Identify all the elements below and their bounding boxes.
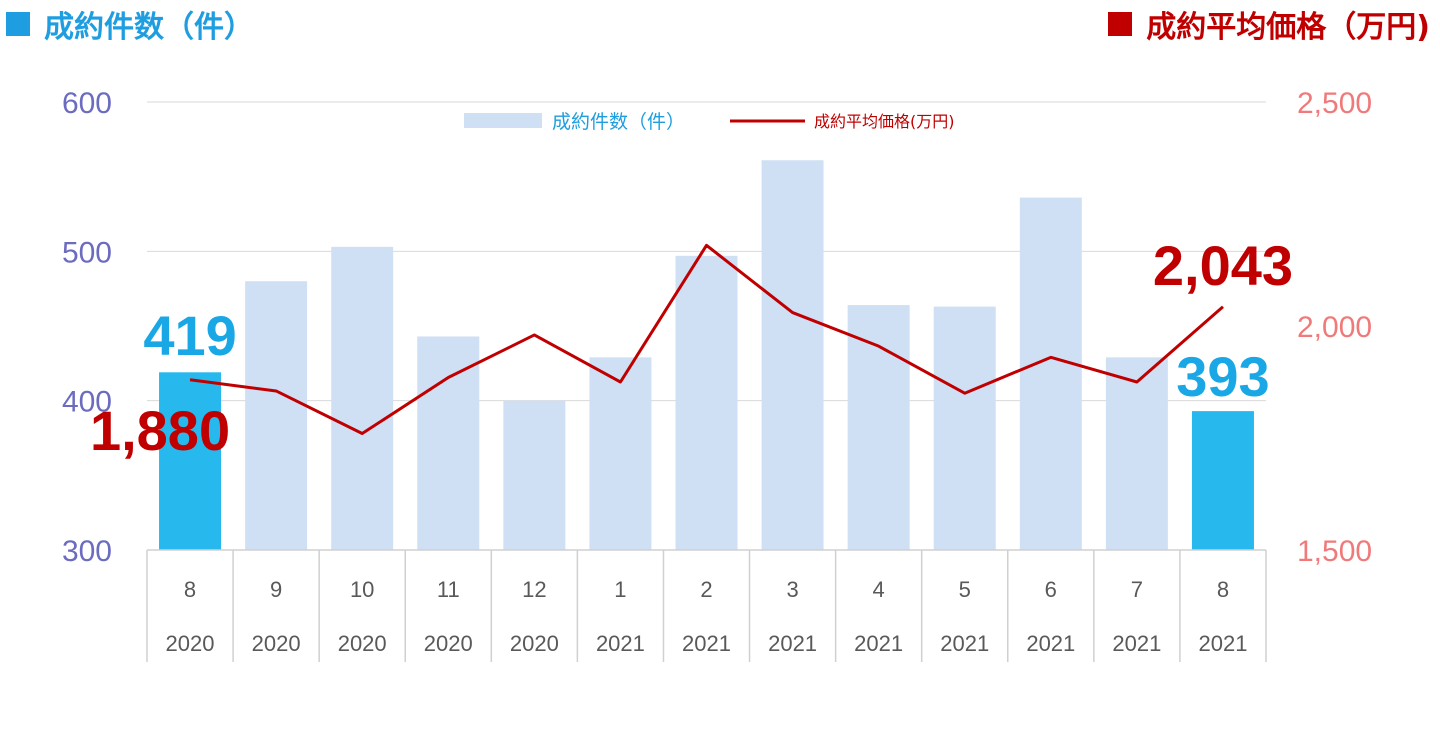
bar bbox=[417, 336, 480, 550]
x-tick-month: 12 bbox=[522, 577, 546, 602]
bar-callout-label: 393 bbox=[1176, 345, 1269, 408]
x-tick-year: 2020 bbox=[424, 631, 473, 656]
x-tick-year: 2021 bbox=[768, 631, 817, 656]
bar-series bbox=[159, 160, 1254, 551]
x-tick-year: 2021 bbox=[940, 631, 989, 656]
x-tick-month: 1 bbox=[614, 577, 626, 602]
bar bbox=[589, 357, 652, 550]
bar bbox=[1019, 197, 1082, 550]
bar bbox=[159, 372, 222, 550]
legend: 成約件数（件） 成約平均価格(万円) bbox=[464, 111, 955, 133]
x-tick-year: 2021 bbox=[1112, 631, 1161, 656]
right-series-square-icon bbox=[1108, 12, 1133, 36]
x-tick-month: 2 bbox=[700, 577, 712, 602]
right-axis-tick-label: 2,500 bbox=[1297, 87, 1372, 120]
x-tick-year: 2020 bbox=[252, 631, 301, 656]
x-tick-year: 2021 bbox=[1198, 631, 1247, 656]
line-series bbox=[189, 243, 1224, 436]
bar bbox=[761, 160, 824, 551]
line-callout-label: 1,880 bbox=[90, 399, 230, 462]
bar bbox=[1105, 357, 1168, 550]
bar bbox=[675, 255, 738, 550]
x-tick-year: 2021 bbox=[1026, 631, 1075, 656]
legend-line-label: 成約平均価格(万円) bbox=[814, 112, 955, 131]
x-tick-year: 2020 bbox=[510, 631, 559, 656]
x-tick-month: 7 bbox=[1131, 577, 1143, 602]
right-axis-tick-label: 1,500 bbox=[1297, 535, 1372, 568]
left-series-square-icon bbox=[6, 12, 30, 36]
bar bbox=[847, 305, 910, 550]
left-axis-header-label: 成約件数（件） bbox=[44, 10, 254, 45]
x-tick-year: 2021 bbox=[682, 631, 731, 656]
left-axis-tick-label: 600 bbox=[62, 87, 112, 120]
legend-bar-swatch bbox=[464, 113, 542, 128]
x-tick-month: 10 bbox=[350, 577, 374, 602]
right-axis-tick-label: 2,000 bbox=[1297, 311, 1372, 344]
axes: 300 400 500 600 1,500 2,000 2,500 8 2020 9 2020 10 2… bbox=[62, 87, 1372, 662]
bar-callout-label: 419 bbox=[143, 304, 236, 367]
bar bbox=[331, 246, 394, 550]
x-tick-month: 11 bbox=[437, 577, 460, 602]
x-tick-month: 9 bbox=[270, 577, 282, 602]
x-tick-year: 2020 bbox=[338, 631, 387, 656]
x-tick-month: 8 bbox=[184, 577, 196, 602]
x-tick-month: 4 bbox=[873, 577, 885, 602]
bar bbox=[933, 306, 996, 550]
bar bbox=[245, 281, 308, 550]
left-axis-tick-label: 300 bbox=[62, 535, 112, 568]
legend-bar-label: 成約件数（件） bbox=[552, 111, 685, 133]
callouts: 419 393 1,880 2,043 bbox=[90, 234, 1293, 462]
x-tick-month: 8 bbox=[1217, 577, 1229, 602]
bar bbox=[503, 400, 566, 550]
bar bbox=[1191, 411, 1254, 550]
x-tick-year: 2021 bbox=[596, 631, 645, 656]
line-callout-label: 2,043 bbox=[1153, 234, 1293, 297]
x-tick-month: 3 bbox=[786, 577, 798, 602]
right-axis-header-label: 成約平均価格（万円) bbox=[1146, 10, 1430, 45]
x-tick-year: 2020 bbox=[166, 631, 215, 656]
x-tick-month: 6 bbox=[1045, 577, 1057, 602]
left-axis-header: 成約件数（件） bbox=[6, 2, 254, 46]
x-tick-month: 5 bbox=[959, 577, 971, 602]
right-axis-header: 成約平均価格（万円) bbox=[1108, 2, 1430, 46]
x-tick-year: 2021 bbox=[854, 631, 903, 656]
left-axis-tick-label: 500 bbox=[62, 236, 112, 269]
left-axis-tick-label: 400 bbox=[62, 386, 112, 419]
